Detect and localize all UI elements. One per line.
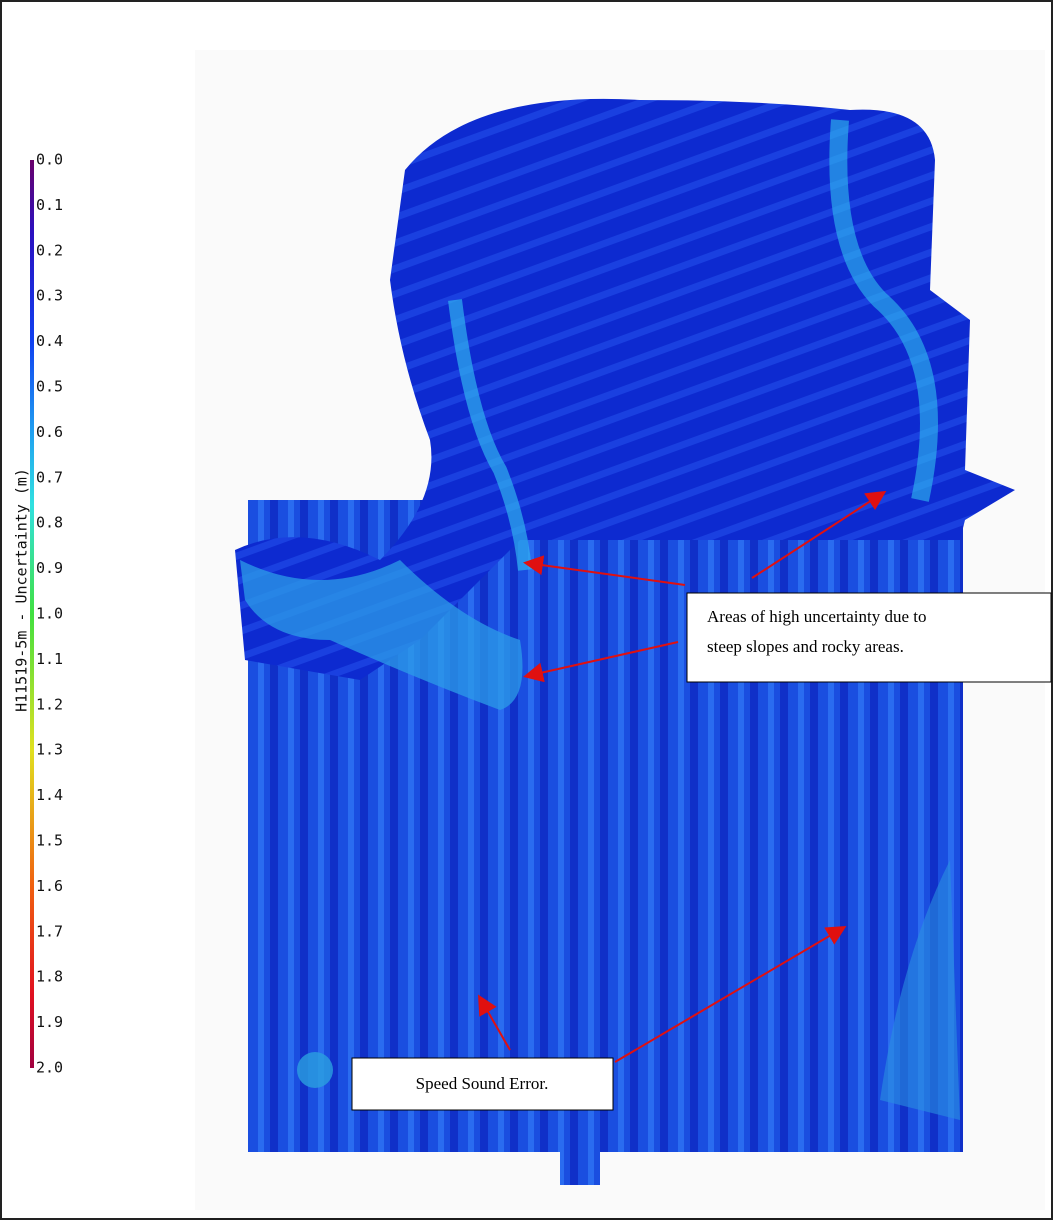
callout-text: steep slopes and rocky areas. [707, 637, 904, 656]
colorbar-tick-label: 1.4 [36, 786, 63, 804]
colorbar-tick-label: 0.4 [36, 332, 63, 350]
callout-text: Speed Sound Error. [416, 1074, 549, 1093]
survey-area-tab [560, 1140, 600, 1185]
colorbar-tick-label: 0.2 [36, 241, 63, 259]
colorbar-label: H11519-5m - Uncertainty (m) [13, 468, 31, 712]
colorbar-tick-label: 0.0 [36, 151, 63, 169]
colorbar-tick-label: 1.9 [36, 1013, 63, 1031]
colorbar-tick-label: 0.3 [36, 287, 63, 305]
figure: 0.0 0.1 0.2 0.3 0.4 0.5 0.6 0.7 0.8 0.9 1.0 1.1 1.2 1… [0, 0, 1053, 1220]
high-uncertainty-zone [297, 1052, 333, 1088]
colorbar-tick-label: 2.0 [36, 1059, 63, 1077]
colorbar-tick-label: 0.7 [36, 468, 63, 486]
colorbar-tick-label: 1.1 [36, 650, 63, 668]
colorbar-tick-label: 0.1 [36, 196, 63, 214]
callout-text: Areas of high uncertainty due to [707, 607, 927, 626]
colorbar-tick-label: 0.5 [36, 378, 63, 396]
colorbar-tick-label: 1.5 [36, 832, 63, 850]
colorbar-tick-label: 1.2 [36, 695, 63, 713]
colorbar-tick-label: 0.8 [36, 514, 63, 532]
colorbar-tick-label: 0.9 [36, 559, 63, 577]
colorbar-tick-label: 1.6 [36, 877, 63, 895]
colorbar-tick-label: 1.7 [36, 922, 63, 940]
colorbar-tick-label: 1.8 [36, 968, 63, 986]
colorbar-tick-label: 1.0 [36, 605, 63, 623]
colorbar-tick-label: 0.6 [36, 423, 63, 441]
colorbar-ticks: 0.0 0.1 0.2 0.3 0.4 0.5 0.6 0.7 0.8 0.9 1.0 1.1 1.2 1… [36, 151, 63, 1077]
colorbar-tick-label: 1.3 [36, 741, 63, 759]
colorbar [30, 160, 34, 1068]
